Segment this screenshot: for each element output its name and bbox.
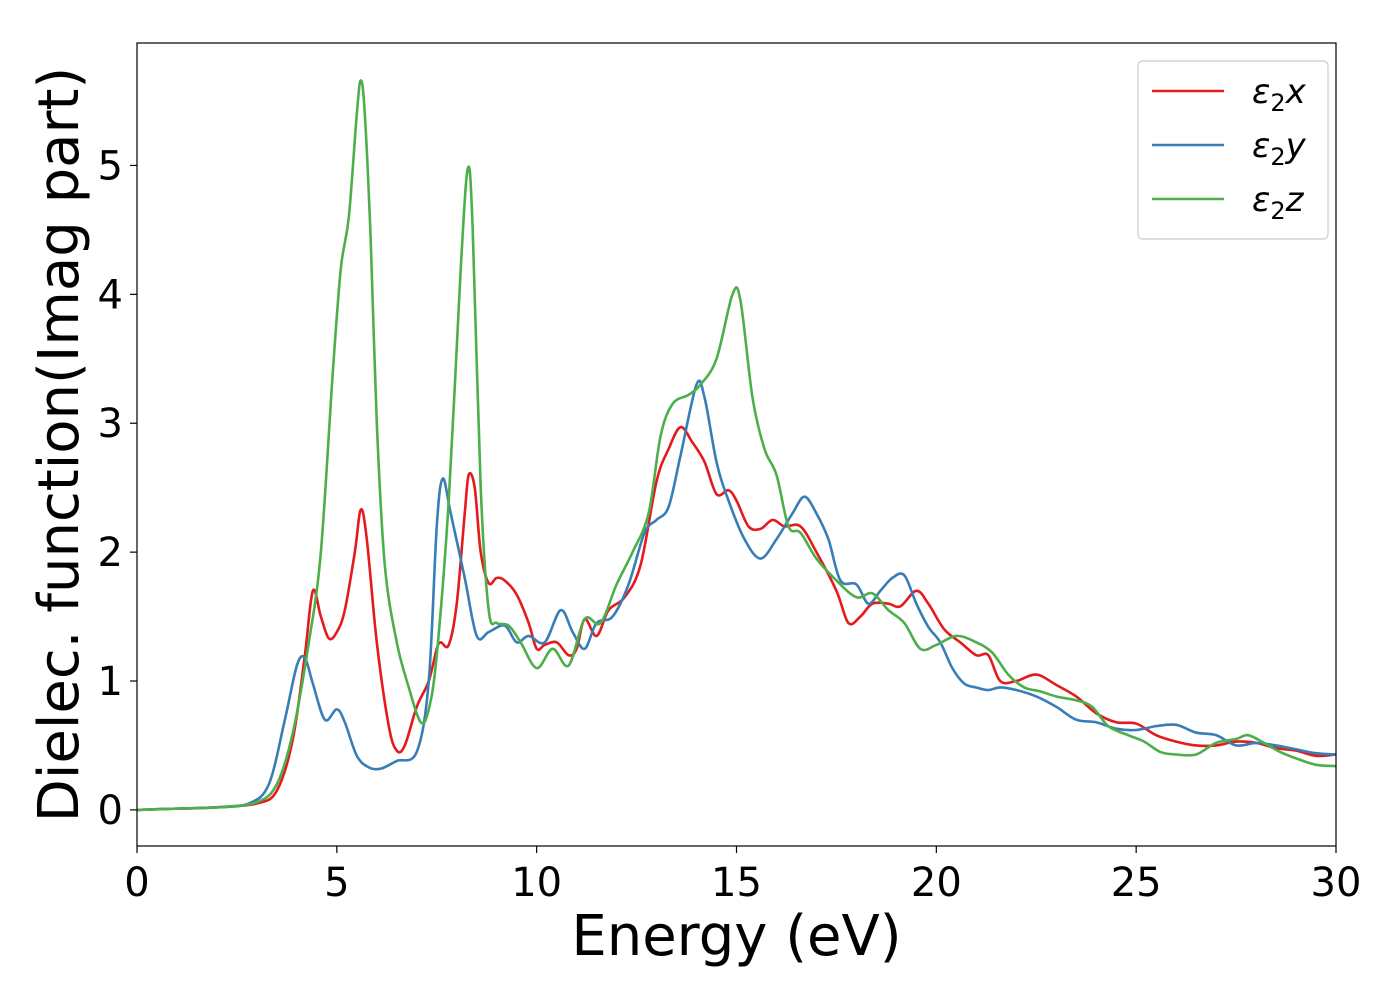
x-tick-label: 25 <box>1111 860 1162 906</box>
y-axis-label: Dielec. function(Imag part) <box>27 67 92 823</box>
x-axis: 0 5 10 15 20 25 30 <box>124 846 1361 906</box>
x-tick-label: 0 <box>124 860 149 906</box>
legend: ε2x ε2y ε2z <box>1137 60 1329 240</box>
y-tick-label: 3 <box>98 401 123 447</box>
y-tick-label: 5 <box>98 143 123 189</box>
series-line-z <box>137 79 1336 812</box>
y-tick-label: 2 <box>98 530 123 576</box>
x-tick-label: 30 <box>1311 860 1362 906</box>
y-axis: 0 1 2 3 4 5 <box>98 143 137 834</box>
x-tick-label: 5 <box>324 860 349 906</box>
x-tick-label: 10 <box>511 860 562 906</box>
x-tick-label: 20 <box>911 860 962 906</box>
y-tick-label: 1 <box>98 659 123 705</box>
legend-label: ε2y <box>1252 126 1307 171</box>
x-tick-label: 15 <box>711 860 762 906</box>
y-tick-label: 4 <box>98 272 123 318</box>
series-line-x <box>137 425 1336 812</box>
legend-box <box>1137 60 1329 240</box>
legend-label: ε2z <box>1252 180 1305 225</box>
x-axis-label: Energy (eV) <box>571 904 901 969</box>
series-line-y <box>137 379 1336 812</box>
y-tick-label: 0 <box>98 788 123 834</box>
legend-label: ε2x <box>1252 72 1307 117</box>
series-layer <box>137 79 1336 812</box>
